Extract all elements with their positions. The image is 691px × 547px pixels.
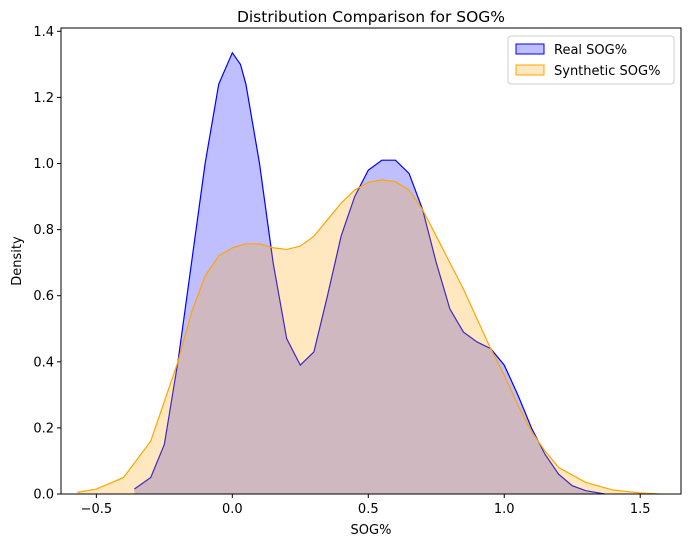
series-area-real-sog [134,52,605,494]
series-line-real-sog [134,51,605,495]
x-axis: −0.5 0.0 0.5 1.0 1.5 [81,494,651,517]
legend-swatch [515,43,545,55]
series-area-synthetic-sog [77,180,660,494]
y-tick-label: 0.4 [33,355,54,370]
series-line-synthetic-sog [77,179,660,495]
y-axis-label: Density [10,236,25,286]
series-layer [77,51,660,495]
y-tick-label: 0.0 [33,488,54,503]
y-tick-label: 0.6 [33,289,54,304]
x-axis-label: SOG% [351,523,392,538]
legend-swatch [515,64,545,76]
legend-box [507,35,675,85]
plot-frame [60,27,682,495]
x-tick-label: 0.5 [358,502,379,517]
y-axis: 0.0 0.2 0.4 0.6 0.8 1.0 1.2 1.4 [33,25,61,503]
y-tick-label: 1.0 [33,157,54,172]
legend: Real SOG% Synthetic SOG% [507,35,675,85]
x-tick-label: −0.5 [81,502,113,517]
legend-entry-label: Real SOG% [554,43,627,58]
y-tick-label: 0.8 [33,223,54,238]
y-tick-label: 1.4 [33,25,54,40]
x-tick-label: 1.0 [494,502,515,517]
y-tick-label: 0.2 [33,421,54,436]
x-tick-label: 1.5 [630,502,651,517]
legend-entry-label: Synthetic SOG% [554,64,660,79]
chart-title: Distribution Comparison for SOG% [237,8,505,26]
y-tick-label: 1.2 [33,91,54,106]
x-tick-label: 0.0 [222,502,243,517]
